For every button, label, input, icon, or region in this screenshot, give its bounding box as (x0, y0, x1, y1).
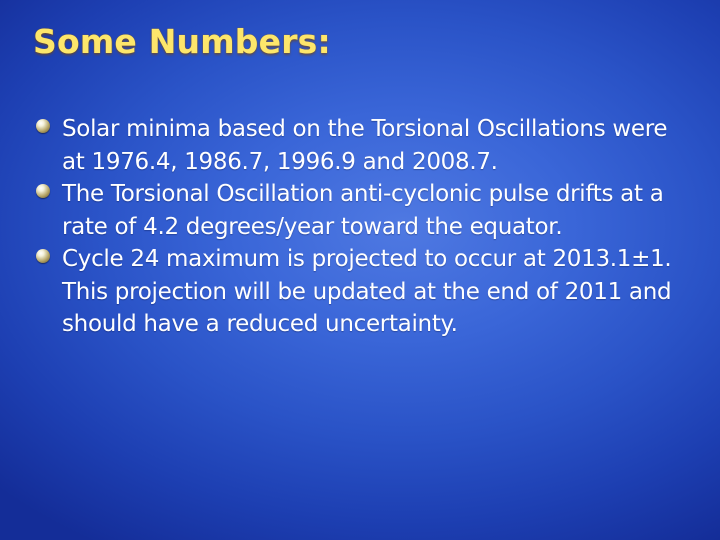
bullet-list: Solar minima based on the Torsional Osci… (36, 113, 676, 341)
bullet-text-2: The Torsional Oscillation anti-cyclonic … (62, 181, 664, 240)
bullet-item-3: Cycle 24 maximum is projected to occur a… (36, 243, 676, 341)
bullet-item-2: The Torsional Oscillation anti-cyclonic … (36, 178, 676, 243)
bullet-icon (36, 249, 50, 263)
slide-title: Some Numbers: (33, 22, 331, 61)
bullet-text-3: Cycle 24 maximum is projected to occur a… (62, 246, 672, 337)
bullet-item-1: Solar minima based on the Torsional Osci… (36, 113, 676, 178)
bullet-icon (36, 119, 50, 133)
bullet-icon (36, 184, 50, 198)
bullet-text-1: Solar minima based on the Torsional Osci… (62, 116, 668, 175)
